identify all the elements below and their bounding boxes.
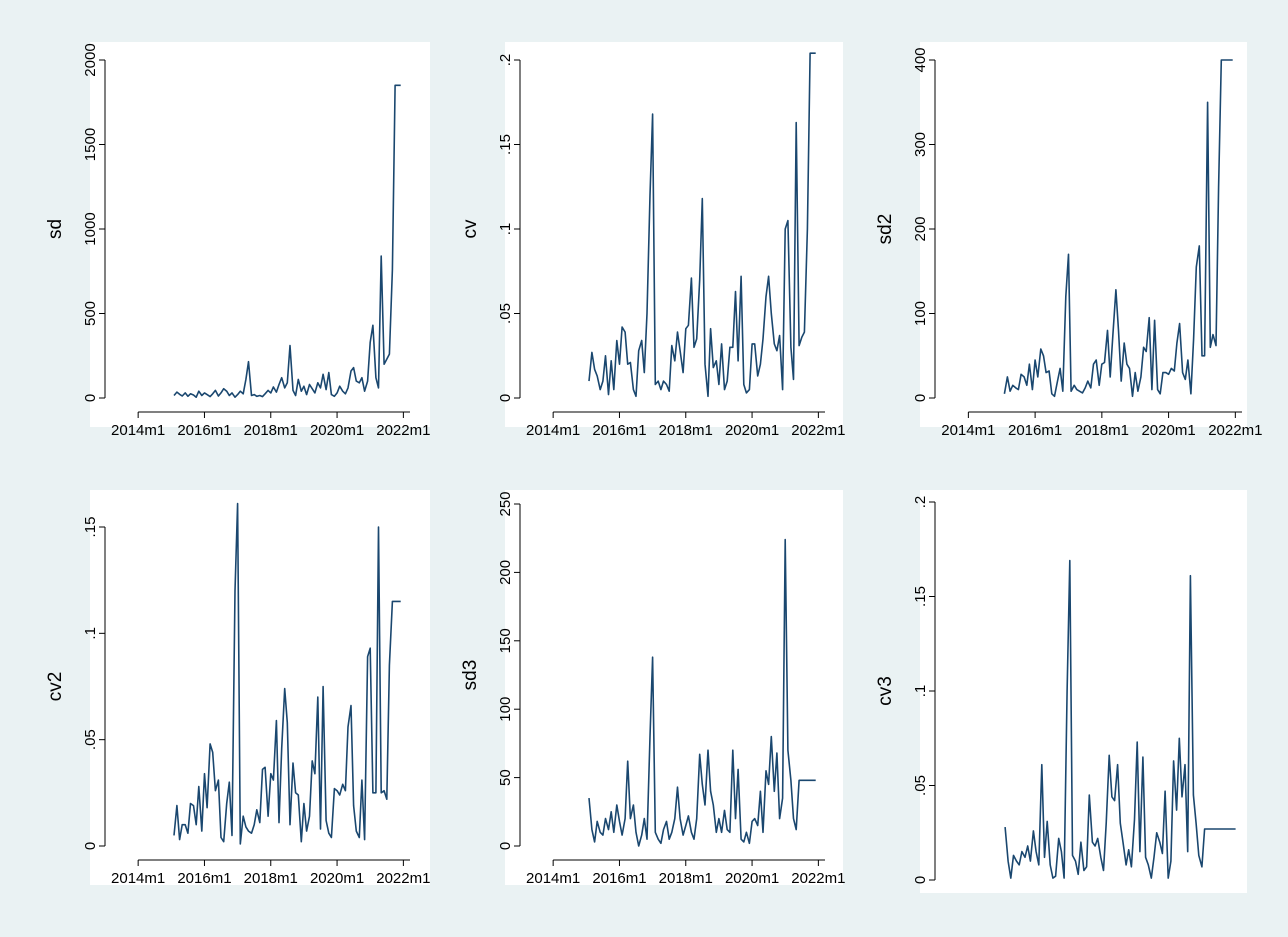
x-tick-label: 2022m1	[376, 870, 430, 887]
y-tick-label: 0	[497, 394, 514, 402]
y-tick-label: 1000	[82, 212, 99, 245]
x-tick-label: 2020m1	[310, 870, 364, 887]
y-tick-label: .15	[82, 517, 99, 538]
series-line	[588, 52, 816, 398]
x-tick-label: 2022m1	[1208, 422, 1262, 439]
y-tick-label: .1	[912, 685, 929, 698]
x-tick-label: 2020m1	[725, 422, 779, 439]
y-tick-label: 1500	[82, 128, 99, 161]
x-tick-label: 2014m1	[111, 870, 165, 887]
y-tick-label: 500	[82, 301, 99, 326]
y-tick-label: .1	[497, 223, 514, 236]
panel-sd2: 0 100 200 300 400 sd2 2014m1 2016m1 2018m1 2020m1…	[875, 42, 1262, 439]
y-axis-title: sd3	[460, 660, 481, 691]
y-tick-label: 0	[82, 842, 99, 850]
y-tick-label: 0	[497, 842, 514, 850]
y-tick-label: 200	[497, 560, 514, 585]
x-tick-label: 2018m1	[1075, 422, 1129, 439]
y-tick-label: 200	[912, 216, 929, 241]
x-tick-label: 2016m1	[177, 870, 231, 887]
x-tick-label: 2018m1	[244, 870, 298, 887]
x-tick-label: 2018m1	[659, 870, 713, 887]
y-axis-title: sd	[45, 219, 66, 239]
y-axis-title: cv2	[45, 672, 66, 702]
x-tick-label: 2016m1	[592, 422, 646, 439]
series-line	[588, 538, 816, 847]
plot-background	[920, 42, 1247, 427]
x-tick-label: 2014m1	[941, 422, 995, 439]
x-tick-label: 2020m1	[310, 422, 364, 439]
x-tick-label: 2020m1	[1141, 422, 1195, 439]
y-tick-label: 100	[497, 697, 514, 722]
panel-cv3: 0 .05 .1 .15 .2 cv3	[875, 490, 1247, 893]
x-tick-label: 2020m1	[725, 870, 779, 887]
y-tick-label: 0	[912, 876, 929, 884]
y-tick-label: .2	[912, 496, 929, 509]
plot-background	[505, 42, 843, 427]
y-tick-label: 0	[912, 394, 929, 402]
plot-background	[90, 42, 430, 427]
series-line	[173, 84, 401, 398]
y-axis-title: cv3	[875, 676, 896, 706]
x-tick-label: 2022m1	[791, 422, 845, 439]
y-tick-label: .2	[497, 54, 514, 67]
x-tick-label: 2022m1	[376, 422, 430, 439]
series-line	[173, 502, 401, 845]
panel-sd3: 0 50 100 150 200 250 sd3 2014m1 2016m1 2018m1 2020…	[460, 490, 845, 887]
y-axis-title: sd2	[875, 214, 896, 245]
x-tick-label: 2018m1	[659, 422, 713, 439]
y-tick-label: .05	[912, 775, 929, 796]
y-tick-label: 150	[497, 628, 514, 653]
x-tick-label: 2022m1	[791, 870, 845, 887]
panel-cv: 0 .05 .1 .15 .2 cv 2014m1 2016m1 2018m1 2020m1 202…	[460, 42, 845, 439]
y-tick-label: .1	[82, 627, 99, 640]
y-tick-label: .05	[82, 729, 99, 750]
y-tick-label: 300	[912, 132, 929, 157]
y-tick-label: 50	[497, 769, 514, 786]
y-tick-label: 100	[912, 301, 929, 326]
y-tick-label: 400	[912, 47, 929, 72]
x-tick-label: 2018m1	[244, 422, 298, 439]
x-tick-label: 2016m1	[177, 422, 231, 439]
x-tick-label: 2016m1	[592, 870, 646, 887]
plot-background	[920, 490, 1247, 893]
series-line	[1004, 559, 1236, 879]
y-tick-label: .15	[912, 586, 929, 607]
panel-sd: 0 500 1000 1500 2000 sd 2014m1 2016m1 2018m1 2020…	[45, 42, 430, 439]
y-tick-label: .15	[497, 134, 514, 155]
y-tick-label: 2000	[82, 43, 99, 76]
x-tick-label: 2014m1	[526, 870, 580, 887]
x-tick-label: 2014m1	[111, 422, 165, 439]
x-tick-label: 2014m1	[526, 422, 580, 439]
y-tick-label: 250	[497, 491, 514, 516]
series-line	[1003, 59, 1233, 398]
y-tick-label: .05	[497, 303, 514, 324]
y-axis-title: cv	[460, 219, 481, 239]
y-tick-label: 0	[82, 394, 99, 402]
panel-cv2: 0 .05 .1 .15 cv2 2014m1 2016m1 2018m1 2020m1 2022…	[45, 490, 430, 887]
x-tick-label: 2016m1	[1008, 422, 1062, 439]
